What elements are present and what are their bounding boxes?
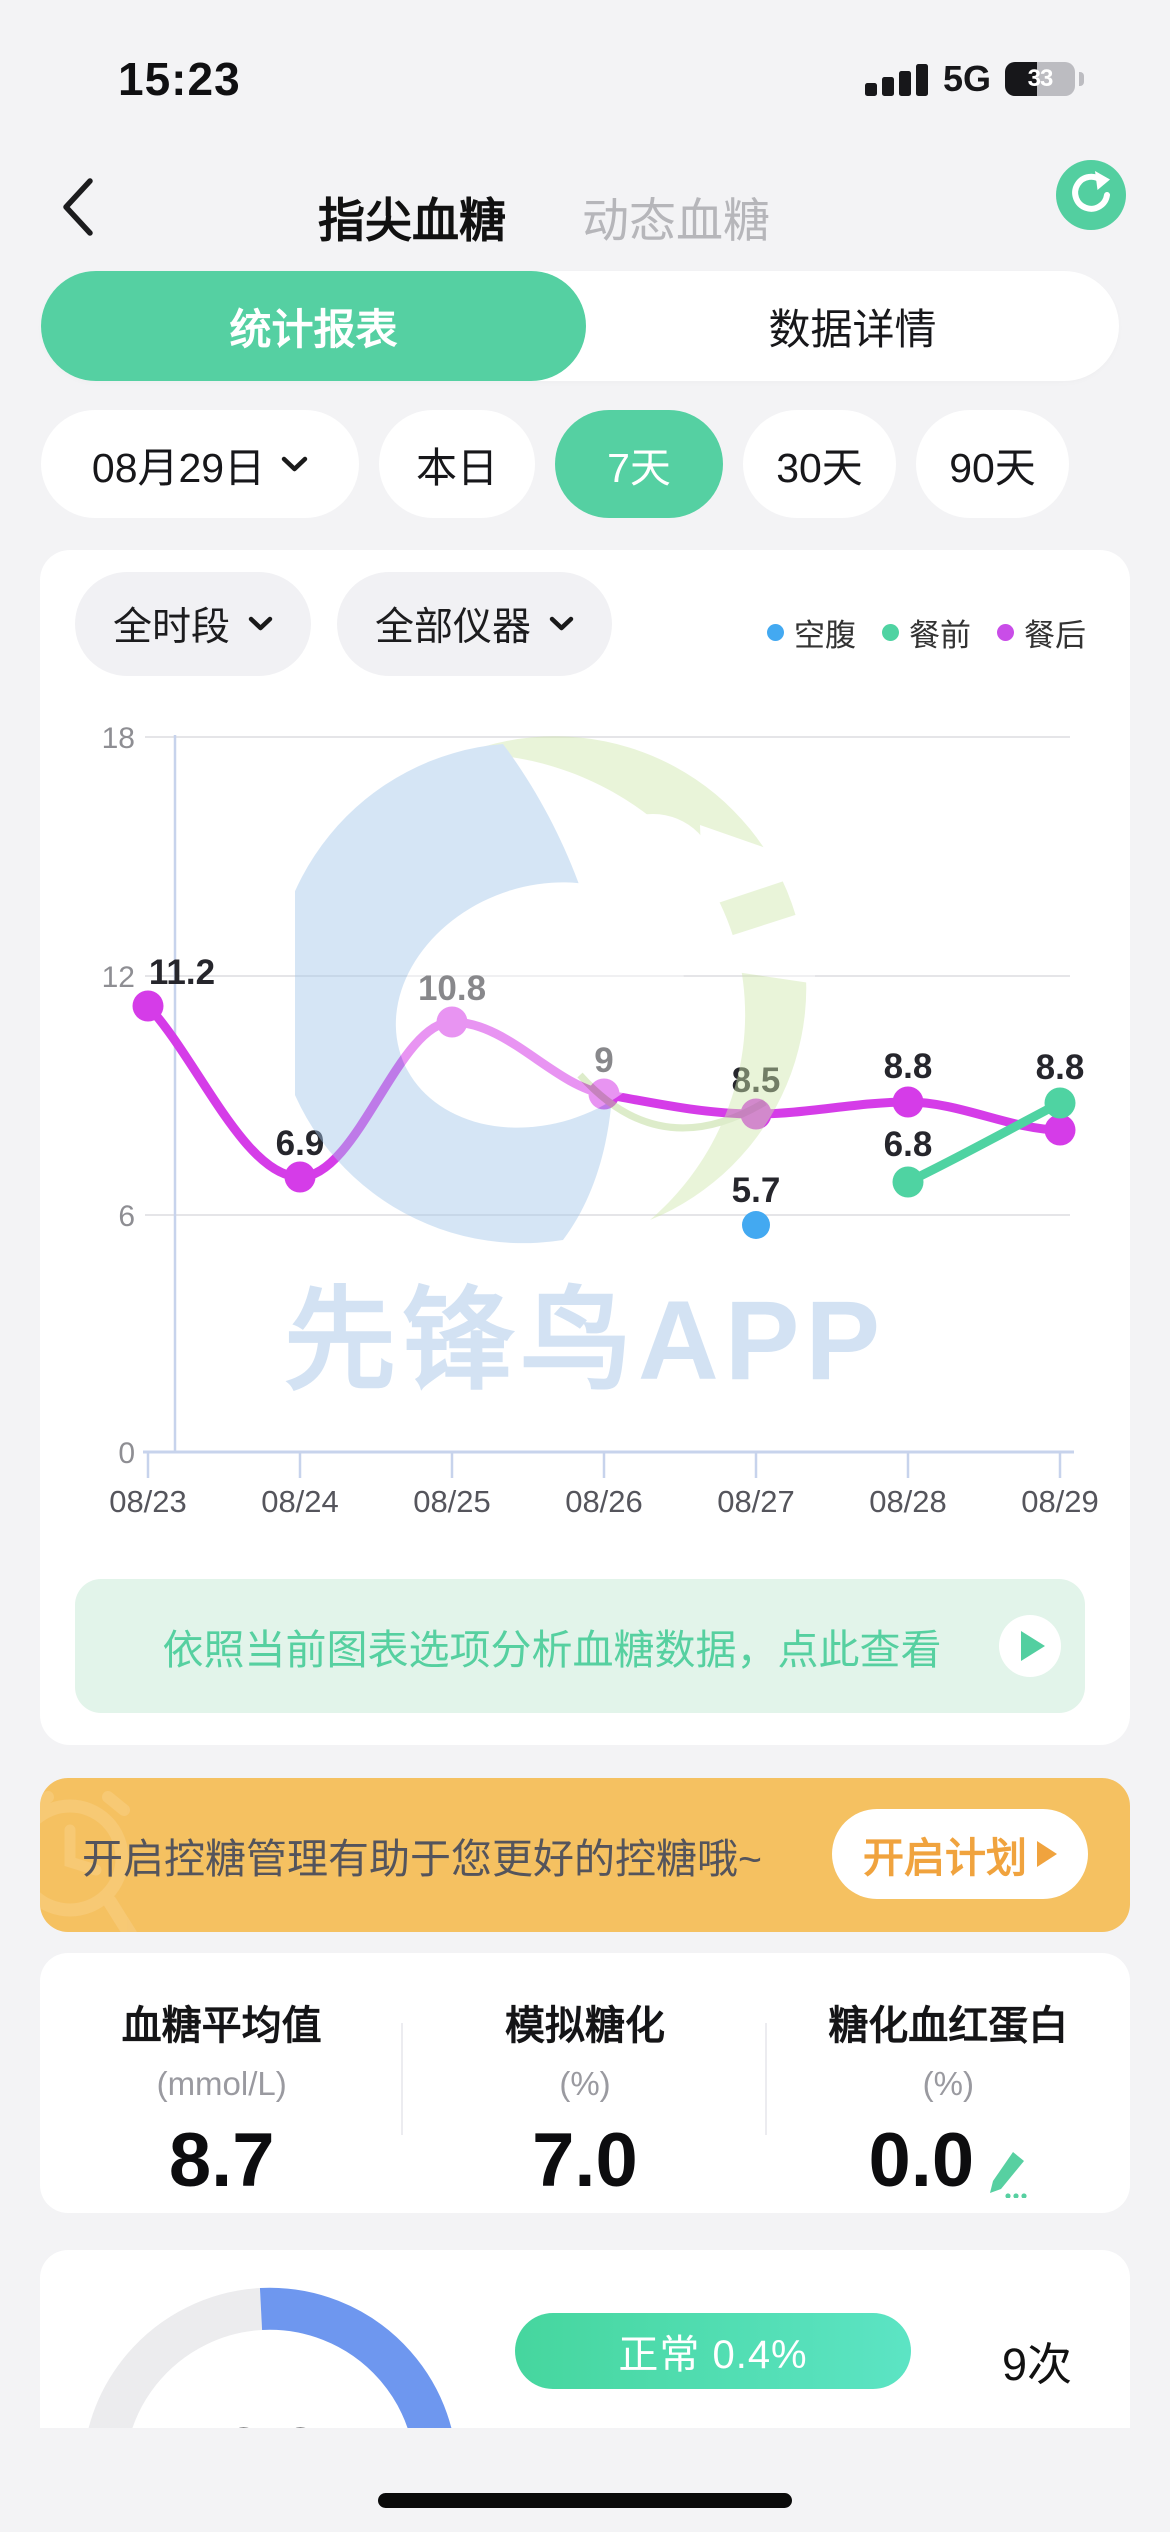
y-tick: 0 [118,1437,135,1470]
stat-hba1c: 糖化血红蛋白 (%) 0.0 [828,2004,1069,2203]
date-filter-row: 08月29日 本日 7天 30天 90天 [20,410,1150,518]
signal-icon [864,64,928,96]
tab-fingertip-glucose[interactable]: 指尖血糖 [318,194,506,247]
play-icon[interactable] [999,1615,1061,1677]
stats-card: 血糖平均值 (mmol/L) 8.7 模拟糖化 (%) 7.0 糖化血红蛋白 (… [40,1953,1130,2213]
point-label: 5.7 [732,1171,781,1210]
glucose-line-chart[interactable]: 18 12 6 0 08/23 08/24 08/25 08/26 08/27 … [40,550,1130,1745]
point-label: 8.8 [884,1047,933,1086]
point-label: 6.9 [276,1124,325,1163]
x-tick: 08/24 [261,1484,339,1519]
analysis-banner[interactable]: 依照当前图表选项分析血糖数据，点此查看 [75,1579,1085,1713]
x-tick: 08/28 [869,1484,947,1519]
legend-postmeal[interactable]: 餐后 [997,610,1086,655]
range-today-button[interactable]: 本日 [379,410,535,518]
arrow-right-icon [1037,1841,1057,1867]
legend-dot-blue [767,624,784,641]
x-tick: 08/27 [717,1484,795,1519]
battery-icon: 33 [1005,62,1075,96]
x-tick: 08/23 [109,1484,187,1519]
point-label: 11.2 [149,953,215,992]
glucose-gauge [88,2287,452,2428]
network-type: 5G [942,58,991,99]
status-time: 15:23 [118,53,241,105]
tab-statistics-report[interactable]: 统计报表 [41,271,586,381]
range-7day-button[interactable]: 7天 [555,410,723,518]
legend-dot-magenta [997,624,1014,641]
glucose-chart-card: 全时段 全部仪器 空腹 餐前 餐后 [40,550,1130,1745]
home-indicator[interactable] [378,2493,792,2508]
refresh-icon[interactable] [1056,160,1126,230]
back-icon[interactable] [58,176,98,238]
distribution-card: 8.8 正常 0.4% 9次 [40,2250,1130,2428]
chevron-down-icon [281,456,308,471]
stat-average-glucose: 血糖平均值 (mmol/L) 8.7 [40,1953,404,2213]
period-dropdown[interactable]: 全时段 [75,572,312,676]
point-label: 8.5 [732,1061,781,1100]
tab-data-details[interactable]: 数据详情 [768,305,937,353]
x-tick: 08/26 [565,1484,643,1519]
gauge-center-value: 8.8 [197,2413,347,2428]
chevron-down-icon [549,616,574,631]
y-tick: 6 [118,1200,135,1233]
point-label: 8.8 [1036,1048,1085,1087]
promo-text: 开启控糖管理有助于您更好的控糖哦~ [82,1836,762,1882]
stat-simulated-hba1c: 模拟糖化 (%) 7.0 [403,1953,767,2213]
tab-dynamic-glucose[interactable]: 动态血糖 [582,194,770,247]
point-label: 10.8 [418,969,486,1008]
page-title-group: 指尖血糖 动态血糖 [318,182,770,251]
y-tick: 18 [102,722,135,755]
legend-fasting[interactable]: 空腹 [767,610,856,655]
report-tabs: 统计报表 数据详情 [41,271,1119,381]
pencil-icon[interactable] [986,2150,1028,2198]
sugar-control-banner[interactable]: 开启控糖管理有助于您更好的控糖哦~ 开启计划 [40,1778,1130,1932]
chart-filters: 全时段 全部仪器 [75,572,613,676]
date-dropdown[interactable]: 08月29日 [41,410,359,518]
range-90day-button[interactable]: 90天 [916,410,1069,518]
chart-legend: 空腹 餐前 餐后 [767,610,1086,655]
alarm-clock-icon [40,1791,137,1932]
series-premeal-line [903,1098,1065,1187]
battery-nub [1079,72,1084,86]
chevron-down-icon [248,616,273,631]
normal-rate-badge: 正常 0.4% [515,2313,911,2389]
point-label: 9 [594,1041,613,1080]
y-tick: 12 [102,961,135,994]
point-label: 6.8 [884,1125,933,1164]
device-dropdown[interactable]: 全部仪器 [337,572,613,676]
legend-premeal[interactable]: 餐前 [882,610,971,655]
range-30day-button[interactable]: 30天 [743,410,896,518]
measure-count: 9次 [1002,2339,1073,2390]
legend-dot-green [882,624,899,641]
x-tick: 08/29 [1021,1484,1099,1519]
start-plan-button[interactable]: 开启计划 [832,1809,1088,1899]
x-tick: 08/25 [413,1484,491,1519]
